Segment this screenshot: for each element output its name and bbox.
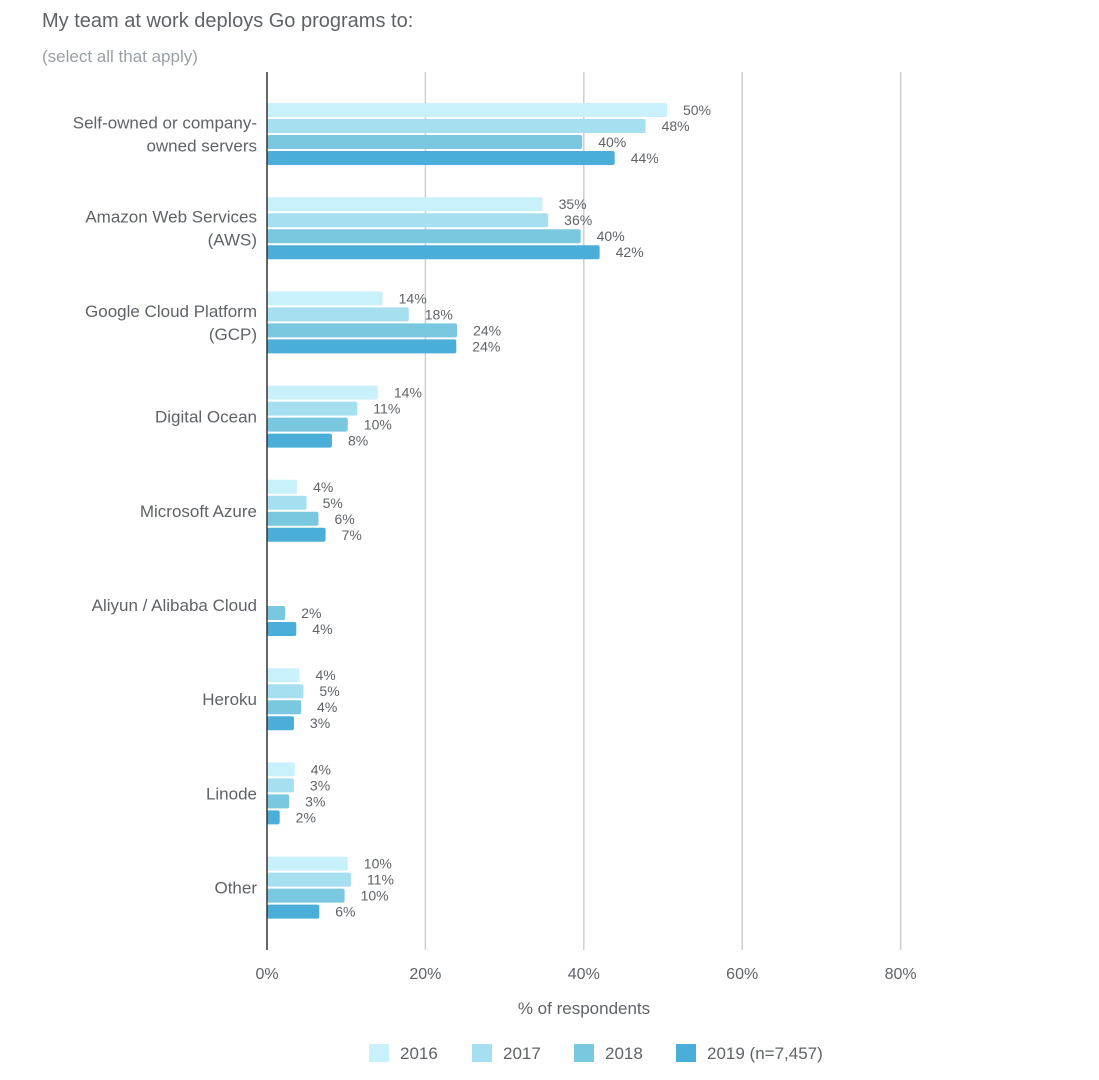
bar — [267, 213, 549, 228]
bar — [267, 339, 457, 354]
data-label: 6% — [334, 511, 354, 527]
category-label: Digital Ocean — [155, 408, 257, 427]
data-label: 18% — [425, 306, 453, 322]
bar — [267, 229, 581, 244]
bar — [267, 700, 302, 715]
bar — [267, 151, 615, 165]
chart-subtitle: (select all that apply) — [42, 47, 198, 66]
bar — [267, 668, 300, 683]
bar — [267, 417, 348, 432]
data-label: 2% — [296, 809, 316, 825]
data-label: 8% — [348, 433, 368, 449]
data-label: 5% — [323, 495, 343, 511]
x-tick-label: 40% — [568, 966, 600, 983]
data-label: 3% — [310, 777, 330, 793]
data-label: 4% — [313, 479, 333, 495]
chart-title: My team at work deploys Go programs to: — [42, 10, 414, 32]
data-label: 4% — [311, 761, 331, 777]
data-label: 3% — [305, 793, 325, 809]
bar — [267, 291, 383, 306]
category-label: (AWS) — [208, 231, 257, 250]
data-label: 2% — [301, 605, 321, 621]
data-label: 6% — [335, 904, 355, 920]
x-axis-title: % of respondents — [518, 999, 650, 1018]
data-label: 4% — [317, 699, 337, 715]
bar — [267, 197, 543, 212]
category-label: owned servers — [146, 137, 257, 156]
bar — [267, 778, 294, 793]
bar — [267, 810, 280, 825]
legend-swatch — [369, 1044, 389, 1062]
bar — [267, 856, 348, 871]
data-label: 14% — [394, 385, 422, 401]
bar — [267, 495, 307, 510]
category-label: (GCP) — [209, 325, 257, 344]
legend-label: 2017 — [503, 1044, 541, 1063]
category-label: Amazon Web Services — [85, 208, 257, 227]
data-label: 24% — [472, 338, 500, 354]
x-tick-label: 0% — [255, 966, 278, 983]
bar — [267, 307, 409, 322]
data-label: 35% — [559, 196, 587, 212]
data-label: 50% — [683, 102, 711, 118]
data-label: 10% — [361, 888, 389, 904]
category-label: Other — [214, 879, 257, 898]
bar — [267, 904, 320, 919]
category-label: Heroku — [202, 690, 257, 709]
legend-swatch — [472, 1044, 492, 1062]
x-tick-label: 60% — [726, 966, 758, 983]
legend-label: 2016 — [400, 1044, 438, 1063]
bar — [267, 245, 600, 260]
bar — [267, 401, 358, 416]
legend-label: 2019 (n=7,457) — [707, 1044, 823, 1063]
data-label: 36% — [564, 212, 592, 228]
bar — [267, 794, 290, 809]
bar — [267, 762, 295, 777]
data-label: 24% — [473, 322, 501, 338]
legend-swatch — [676, 1044, 696, 1062]
bar — [267, 135, 583, 149]
bar — [267, 622, 297, 636]
data-label: 4% — [315, 667, 335, 683]
data-label: 42% — [616, 244, 644, 260]
bar — [267, 606, 286, 620]
bar — [267, 527, 326, 542]
category-label: Self-owned or company- — [73, 114, 257, 133]
bar — [267, 323, 458, 338]
data-label: 4% — [312, 621, 332, 637]
bar — [267, 511, 319, 526]
bar — [267, 872, 351, 887]
category-label: Aliyun / Alibaba Cloud — [92, 596, 257, 615]
x-tick-label: 80% — [885, 966, 917, 983]
category-label: Linode — [206, 784, 257, 803]
bar — [267, 119, 646, 133]
data-label: 5% — [319, 683, 339, 699]
bar — [267, 684, 304, 699]
bar — [267, 479, 298, 494]
data-label: 40% — [598, 134, 626, 150]
bar — [267, 716, 294, 731]
bar — [267, 103, 667, 117]
data-label: 40% — [597, 228, 625, 244]
category-label: Microsoft Azure — [140, 502, 257, 521]
category-label: Google Cloud Platform — [85, 302, 257, 321]
bar — [267, 888, 345, 903]
data-label: 44% — [631, 150, 659, 166]
legend-swatch — [574, 1044, 594, 1062]
data-label: 14% — [399, 290, 427, 306]
data-label: 3% — [310, 715, 330, 731]
data-label: 7% — [342, 527, 362, 543]
x-tick-label: 20% — [409, 966, 441, 983]
data-label: 48% — [662, 118, 690, 134]
bar — [267, 385, 378, 400]
data-label: 10% — [364, 856, 392, 872]
legend-label: 2018 — [605, 1044, 643, 1063]
data-label: 11% — [367, 872, 394, 888]
bar — [267, 433, 332, 448]
data-label: 10% — [364, 417, 392, 433]
data-label: 11% — [373, 401, 400, 417]
